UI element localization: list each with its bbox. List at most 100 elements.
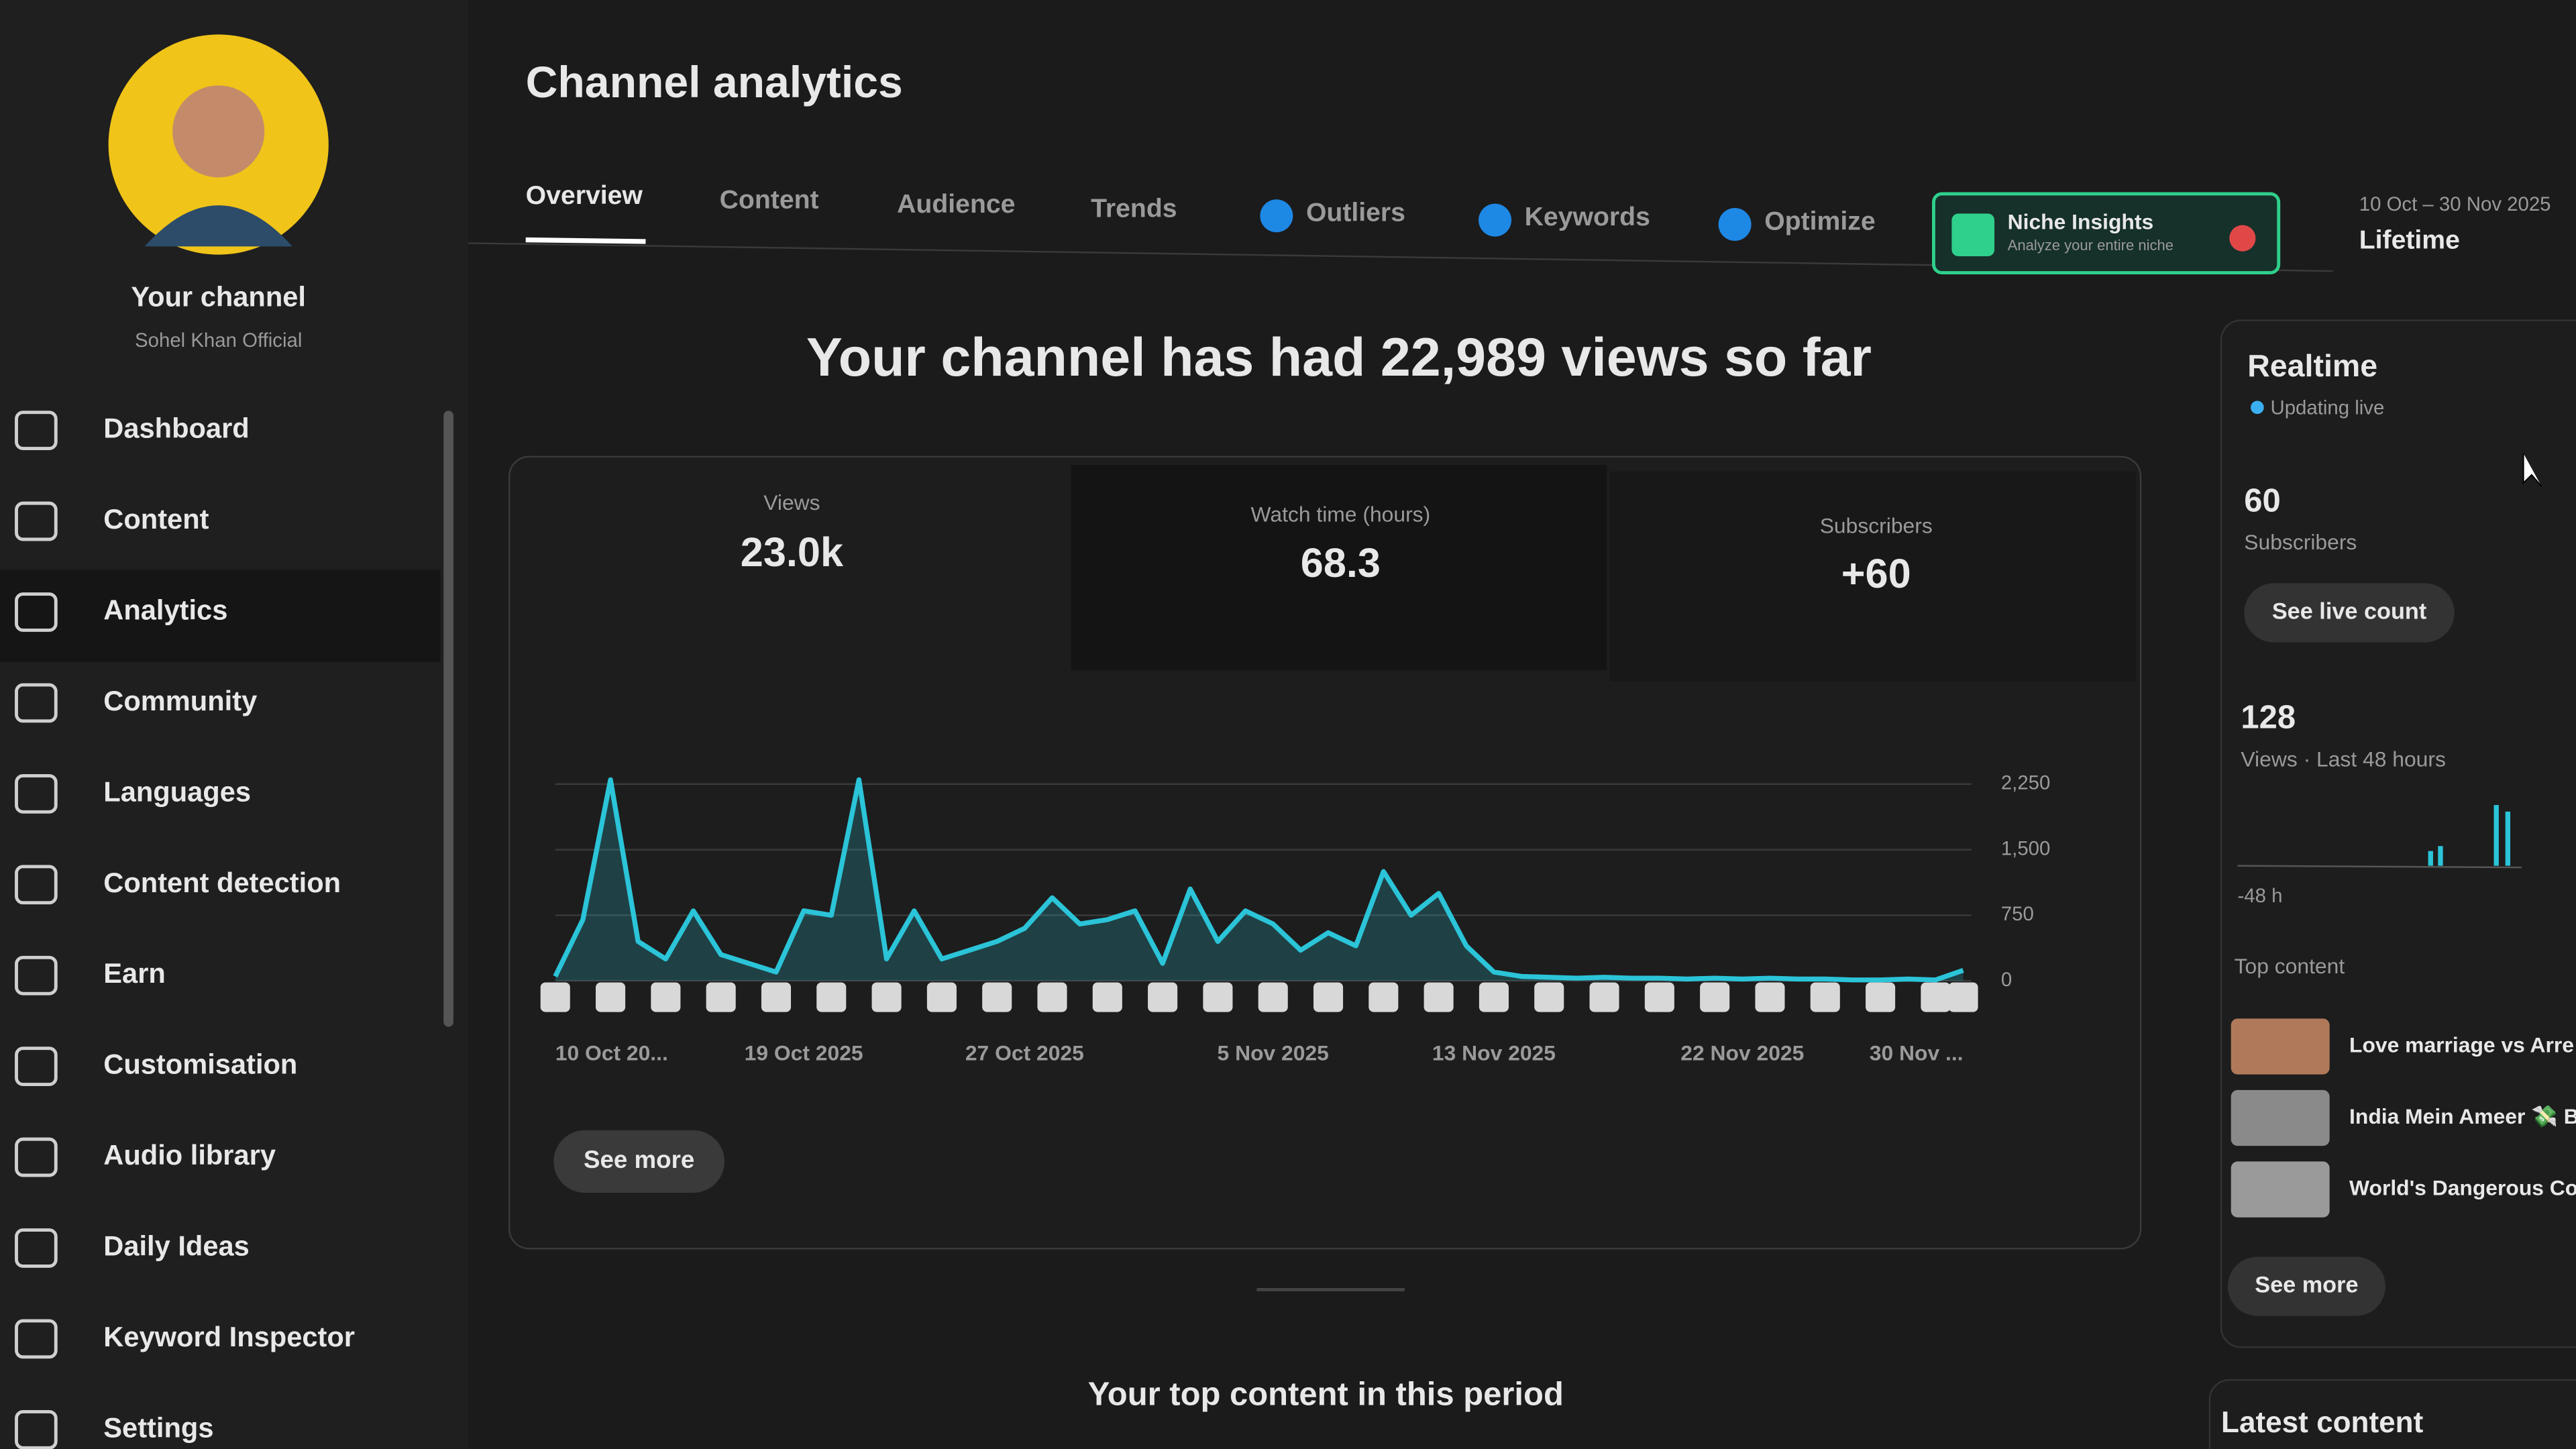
metric-value: 68.3 [1301, 540, 1381, 586]
tab[interactable]: Content [720, 186, 819, 215]
nav-icon [15, 865, 58, 905]
metric-card [1610, 471, 2136, 682]
video-marker [982, 982, 1012, 1012]
video-marker [1948, 982, 1978, 1012]
realtime-title: Realtime [2247, 348, 2377, 383]
nav-item[interactable]: Content [103, 503, 209, 535]
nav-item[interactable]: Earn [103, 957, 166, 989]
tab-icon [1260, 199, 1293, 233]
niche-button[interactable] [1932, 192, 2281, 274]
nav-item[interactable]: Dashboard [103, 413, 249, 444]
see-more[interactable]: See more [584, 1146, 694, 1173]
x-tick-label: 13 Nov 2025 [1432, 1041, 1556, 1065]
video-marker [1700, 982, 1730, 1012]
nav-icon [15, 773, 58, 814]
niche-title: Niche Insights [2008, 209, 2154, 233]
nav-icon [15, 1228, 58, 1268]
thumbnail [2231, 1089, 2330, 1146]
video-marker [1534, 982, 1564, 1012]
nav-item[interactable]: Settings [103, 1411, 213, 1443]
video-marker [1148, 982, 1178, 1012]
tab[interactable]: Outliers [1306, 199, 1405, 227]
date-range: 10 Oct – 30 Nov 2025 [2359, 193, 2551, 215]
video-marker [1037, 982, 1067, 1012]
nav-icon [15, 501, 58, 541]
video-marker [1866, 982, 1896, 1012]
video-marker [1258, 982, 1288, 1012]
top-content-item[interactable]: India Mein Ameer 💸 B [2349, 1104, 2576, 1128]
video-marker [1203, 982, 1233, 1012]
realtime-bar [2505, 811, 2511, 866]
nav-item[interactable]: Content detection [103, 867, 341, 898]
period: Lifetime [2359, 225, 2460, 254]
thumbnail [2231, 1161, 2330, 1218]
channel-title: Your channel [131, 281, 306, 313]
nav-active [0, 570, 441, 662]
metric-label: Views [763, 490, 820, 515]
nav-item[interactable]: Customisation [103, 1049, 297, 1080]
realtime-baseline [2237, 865, 2522, 869]
y-tick-label: 750 [2001, 903, 2034, 925]
tab[interactable]: Keywords [1525, 203, 1650, 231]
realtime-see-more[interactable]: See more [2255, 1273, 2358, 1298]
y-tick-label: 0 [2001, 969, 2012, 991]
tab[interactable]: Optimize [1764, 207, 1875, 235]
video-marker [1755, 982, 1785, 1012]
thumbnail [2231, 1018, 2330, 1075]
nav-icon [15, 1319, 58, 1359]
x-tick-label: 19 Oct 2025 [745, 1041, 863, 1065]
video-marker [706, 982, 736, 1012]
tab-icon [1718, 208, 1752, 241]
video-marker [871, 982, 902, 1012]
video-marker [1589, 982, 1619, 1012]
area [555, 780, 1964, 981]
video-marker [1921, 982, 1951, 1012]
tab[interactable]: Audience [897, 190, 1015, 219]
see-more-button[interactable] [553, 1130, 724, 1193]
avatar-body [144, 205, 292, 247]
realtime-subscribers-label: Subscribers [2244, 530, 2357, 554]
video-marker [761, 982, 792, 1012]
niche-icon [1951, 213, 1995, 257]
nav-icon [15, 1409, 58, 1449]
metric-label: Watch time (hours) [1251, 502, 1431, 526]
nav-item[interactable]: Analytics [103, 594, 227, 625]
live-count-button[interactable] [2244, 583, 2455, 643]
y-tick-label: 2,250 [2001, 772, 2051, 794]
x-tick-label: 5 Nov 2025 [1218, 1041, 1329, 1065]
top-content-item[interactable]: World's Dangerous Cor [2349, 1175, 2576, 1199]
live-dot [2251, 400, 2264, 415]
x-tick-label: 27 Oct 2025 [965, 1041, 1084, 1065]
nav-item[interactable]: Keyword Inspector [103, 1321, 355, 1352]
video-marker [596, 982, 626, 1012]
tab[interactable]: Overview [526, 181, 643, 210]
metric-card-active [1071, 465, 1607, 671]
video-marker [1424, 982, 1454, 1012]
nav-item[interactable]: Daily Ideas [103, 1230, 249, 1261]
nav-item[interactable]: Audio library [103, 1139, 276, 1171]
realtime-see-more-button[interactable] [2227, 1256, 2385, 1316]
top-content-title: Your top content in this period [1088, 1377, 1564, 1413]
nav-item[interactable]: Community [103, 685, 257, 716]
x-tick-label: 22 Nov 2025 [1680, 1041, 1804, 1065]
line [553, 777, 1964, 983]
realtime-axis-label: -48 h [2238, 885, 2283, 907]
page-title: Channel analytics [526, 58, 903, 107]
nav-icon [15, 592, 58, 632]
video-marker [1644, 982, 1674, 1012]
top-content-item[interactable]: Love marriage vs Arre [2349, 1032, 2574, 1057]
realtime-bar [2493, 805, 2499, 866]
nav-icon [15, 955, 58, 996]
video-marker [651, 982, 681, 1012]
live-count[interactable]: See live count [2272, 599, 2426, 625]
tab-indicator [525, 237, 646, 244]
tab[interactable]: Trends [1091, 194, 1177, 223]
metric-value: 23.0k [741, 529, 844, 575]
video-marker [816, 982, 847, 1012]
latest-content: Latest content [2221, 1406, 2424, 1439]
nav-item[interactable]: Languages [103, 775, 251, 807]
metric-value: +60 [1841, 551, 1911, 596]
video-marker [1092, 982, 1122, 1012]
video-marker [926, 982, 957, 1012]
